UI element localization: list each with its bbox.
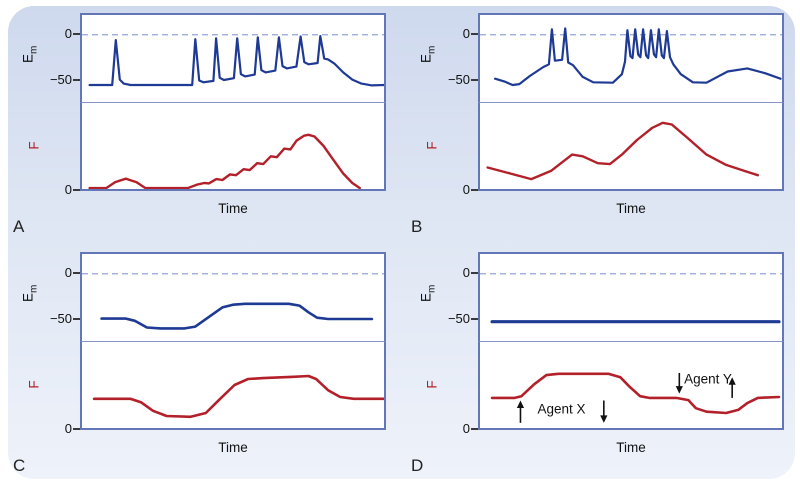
em-tick-minus50: −50 <box>447 72 470 87</box>
f-plot <box>80 103 386 191</box>
tick-mark <box>73 272 81 274</box>
f-plot <box>478 103 784 191</box>
em-trace-svg <box>82 273 384 330</box>
f-axis-label: F <box>424 380 440 389</box>
em-plot <box>80 252 386 342</box>
plot-area <box>80 13 386 191</box>
panel-c: Em 0 −50 F 0 Time C <box>10 252 402 484</box>
x-axis-label: Time <box>616 440 646 455</box>
em-plot <box>80 13 386 103</box>
f-trace-svg: Agent X Agent Y <box>490 371 781 423</box>
annotation-text: Agent X <box>538 402 586 417</box>
panel-letter: D <box>411 456 424 475</box>
f-axis-label: F <box>26 141 42 150</box>
panel-letter: A <box>13 217 25 236</box>
em-axis-label: Em <box>20 284 40 303</box>
tick-mark <box>471 33 479 35</box>
tick-mark <box>471 428 479 430</box>
f-trace-svg <box>486 121 759 181</box>
em-tick-minus50: −50 <box>447 311 470 326</box>
f-tick-0: 0 <box>462 421 470 436</box>
f-axis-label: F <box>424 141 440 150</box>
tick-mark <box>73 428 81 430</box>
panel-d: Em 0 −50 F 0 Agent X Agent Y Time D <box>408 252 800 484</box>
x-axis-label: Time <box>616 201 646 216</box>
f-plot: Agent X Agent Y <box>478 342 784 430</box>
x-axis-label: Time <box>218 440 248 455</box>
em-tick-minus50: −50 <box>49 311 72 326</box>
em-trace-svg <box>82 34 384 87</box>
em-axis-label: Em <box>418 45 438 64</box>
annotation-text: Agent Y <box>684 371 732 386</box>
f-trace-svg <box>92 374 384 419</box>
tick-mark <box>471 189 479 191</box>
f-tick-0: 0 <box>64 182 72 197</box>
x-axis-label: Time <box>218 201 248 216</box>
f-tick-0: 0 <box>64 421 72 436</box>
em-tick-0: 0 <box>462 26 470 41</box>
panel-letter: C <box>13 456 26 475</box>
f-tick-0: 0 <box>462 182 470 197</box>
f-plot <box>80 342 386 430</box>
panel-a: Em 0 −50 F 0 Time A <box>10 13 402 245</box>
tick-mark <box>471 272 479 274</box>
f-axis-label: F <box>26 380 42 389</box>
f-trace-svg <box>88 133 361 189</box>
em-tick-0: 0 <box>462 265 470 280</box>
plot-area: Agent X Agent Y <box>478 252 784 430</box>
tick-mark <box>73 33 81 35</box>
panel-b: Em 0 −50 F 0 Time B <box>408 13 800 245</box>
panel-letter: B <box>411 217 423 236</box>
tick-mark <box>471 318 479 320</box>
em-tick-0: 0 <box>64 26 72 41</box>
em-tick-0: 0 <box>64 265 72 280</box>
plot-area <box>80 252 386 430</box>
em-plot <box>478 252 784 342</box>
em-trace-svg <box>480 273 782 324</box>
em-axis-label: Em <box>418 284 438 303</box>
em-plot <box>478 13 784 103</box>
em-tick-minus50: −50 <box>49 72 72 87</box>
em-axis-label: Em <box>20 45 40 64</box>
tick-mark <box>73 189 81 191</box>
tick-mark <box>73 79 81 81</box>
em-trace-svg <box>480 27 782 87</box>
tick-mark <box>471 79 479 81</box>
tick-mark <box>73 318 81 320</box>
plot-area <box>478 13 784 191</box>
